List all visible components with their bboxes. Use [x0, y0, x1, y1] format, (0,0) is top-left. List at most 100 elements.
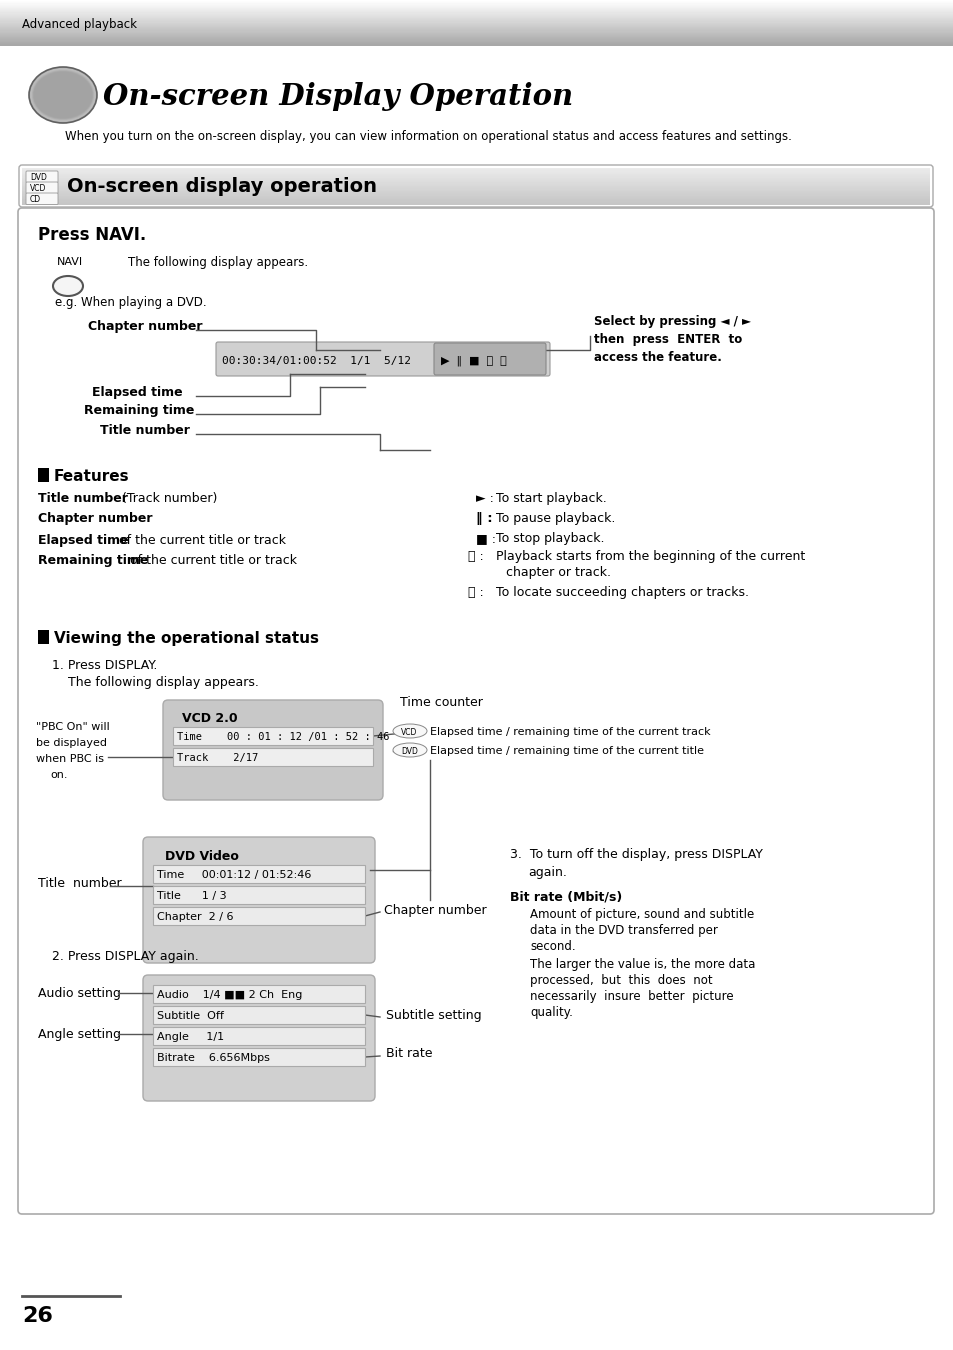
- Text: Audio setting: Audio setting: [38, 987, 121, 1000]
- Text: Subtitle  Off: Subtitle Off: [157, 1011, 224, 1021]
- Ellipse shape: [30, 69, 95, 122]
- Text: be displayed: be displayed: [36, 738, 107, 748]
- Ellipse shape: [31, 69, 94, 120]
- Text: Elapsed time / remaining time of the current title: Elapsed time / remaining time of the cur…: [430, 747, 703, 756]
- FancyBboxPatch shape: [0, 7, 953, 8]
- FancyBboxPatch shape: [0, 36, 953, 38]
- FancyBboxPatch shape: [22, 189, 929, 192]
- Ellipse shape: [30, 69, 95, 122]
- Text: The following display appears.: The following display appears.: [128, 256, 308, 269]
- Text: Title      1 / 3: Title 1 / 3: [157, 891, 227, 900]
- Text: ▶  ‖  ■  ⏮  ⏭: ▶ ‖ ■ ⏮ ⏭: [440, 356, 506, 366]
- FancyBboxPatch shape: [22, 185, 929, 186]
- Text: 2. Press DISPLAY again.: 2. Press DISPLAY again.: [52, 950, 198, 963]
- Ellipse shape: [32, 70, 94, 120]
- FancyBboxPatch shape: [0, 11, 953, 14]
- FancyBboxPatch shape: [0, 24, 953, 26]
- Text: Select by pressing ◄ / ►: Select by pressing ◄ / ►: [594, 315, 750, 328]
- FancyBboxPatch shape: [22, 192, 929, 193]
- Text: second.: second.: [530, 940, 575, 953]
- Text: Title number: Title number: [38, 491, 128, 505]
- FancyBboxPatch shape: [22, 169, 929, 171]
- FancyBboxPatch shape: [22, 170, 929, 171]
- FancyBboxPatch shape: [0, 14, 953, 15]
- FancyBboxPatch shape: [22, 167, 929, 170]
- Text: ‖ :: ‖ :: [476, 512, 492, 525]
- Bar: [38, 468, 49, 482]
- FancyBboxPatch shape: [0, 5, 953, 7]
- Text: of the current title or track: of the current title or track: [115, 535, 286, 547]
- FancyBboxPatch shape: [0, 38, 953, 39]
- FancyBboxPatch shape: [0, 15, 953, 16]
- Text: Bitrate    6.656Mbps: Bitrate 6.656Mbps: [157, 1053, 270, 1062]
- Text: Time counter: Time counter: [399, 697, 482, 709]
- Ellipse shape: [30, 69, 95, 122]
- Text: Track    2/17: Track 2/17: [177, 753, 258, 763]
- Ellipse shape: [53, 275, 83, 296]
- FancyBboxPatch shape: [143, 975, 375, 1102]
- Text: Chapter number: Chapter number: [38, 512, 152, 525]
- FancyBboxPatch shape: [18, 208, 933, 1214]
- Text: Bit rate: Bit rate: [386, 1048, 432, 1060]
- FancyBboxPatch shape: [0, 39, 953, 40]
- Text: Remaining time: Remaining time: [84, 404, 194, 417]
- FancyBboxPatch shape: [0, 26, 953, 27]
- Text: DVD: DVD: [30, 173, 47, 182]
- FancyBboxPatch shape: [0, 22, 953, 23]
- Text: Elapsed time: Elapsed time: [91, 386, 182, 400]
- Text: Amount of picture, sound and subtitle: Amount of picture, sound and subtitle: [530, 909, 754, 921]
- Text: e.g. When playing a DVD.: e.g. When playing a DVD.: [55, 296, 207, 309]
- Text: data in the DVD transferred per: data in the DVD transferred per: [530, 923, 717, 937]
- FancyBboxPatch shape: [22, 181, 929, 182]
- Text: (Track number): (Track number): [118, 491, 217, 505]
- Text: Bit rate (Mbit/s): Bit rate (Mbit/s): [510, 890, 621, 903]
- FancyBboxPatch shape: [0, 24, 953, 27]
- FancyBboxPatch shape: [22, 173, 929, 174]
- Text: On-screen display operation: On-screen display operation: [67, 177, 376, 196]
- Text: Angle setting: Angle setting: [38, 1027, 121, 1041]
- FancyBboxPatch shape: [0, 35, 953, 36]
- FancyBboxPatch shape: [152, 986, 365, 1003]
- Text: DVD Video: DVD Video: [165, 850, 238, 863]
- Text: The following display appears.: The following display appears.: [68, 676, 258, 688]
- Ellipse shape: [33, 72, 92, 119]
- Text: chapter or track.: chapter or track.: [505, 566, 610, 579]
- Text: ⏭ :: ⏭ :: [468, 586, 483, 599]
- Text: To stop playback.: To stop playback.: [496, 532, 604, 545]
- FancyBboxPatch shape: [152, 1027, 365, 1045]
- Text: When you turn on the on-screen display, you can view information on operational : When you turn on the on-screen display, …: [65, 130, 791, 143]
- Text: VCD: VCD: [400, 728, 416, 737]
- FancyBboxPatch shape: [22, 198, 929, 200]
- FancyBboxPatch shape: [434, 343, 545, 375]
- FancyBboxPatch shape: [0, 27, 953, 28]
- Text: On-screen Display Operation: On-screen Display Operation: [103, 82, 573, 111]
- FancyBboxPatch shape: [0, 0, 953, 1]
- Ellipse shape: [33, 72, 92, 119]
- FancyBboxPatch shape: [0, 19, 953, 20]
- FancyBboxPatch shape: [22, 188, 929, 189]
- FancyBboxPatch shape: [26, 171, 58, 182]
- FancyBboxPatch shape: [26, 193, 58, 204]
- FancyBboxPatch shape: [0, 12, 953, 14]
- FancyBboxPatch shape: [22, 177, 929, 178]
- FancyBboxPatch shape: [22, 174, 929, 176]
- Text: Time     00:01:12 / 01:52:46: Time 00:01:12 / 01:52:46: [157, 869, 311, 880]
- Ellipse shape: [30, 68, 96, 123]
- FancyBboxPatch shape: [26, 182, 58, 193]
- FancyBboxPatch shape: [163, 701, 382, 801]
- FancyBboxPatch shape: [172, 728, 373, 745]
- Text: Chapter number: Chapter number: [88, 320, 202, 333]
- FancyBboxPatch shape: [22, 202, 929, 204]
- FancyBboxPatch shape: [22, 190, 929, 193]
- Ellipse shape: [393, 743, 427, 757]
- FancyBboxPatch shape: [0, 16, 953, 18]
- FancyBboxPatch shape: [152, 907, 365, 925]
- Ellipse shape: [31, 69, 94, 120]
- Text: Chapter number: Chapter number: [384, 904, 486, 917]
- Text: To locate succeeding chapters or tracks.: To locate succeeding chapters or tracks.: [496, 586, 748, 599]
- Ellipse shape: [30, 68, 96, 123]
- FancyBboxPatch shape: [22, 194, 929, 196]
- FancyBboxPatch shape: [22, 193, 929, 194]
- FancyBboxPatch shape: [0, 45, 953, 46]
- Text: Title number: Title number: [100, 424, 190, 437]
